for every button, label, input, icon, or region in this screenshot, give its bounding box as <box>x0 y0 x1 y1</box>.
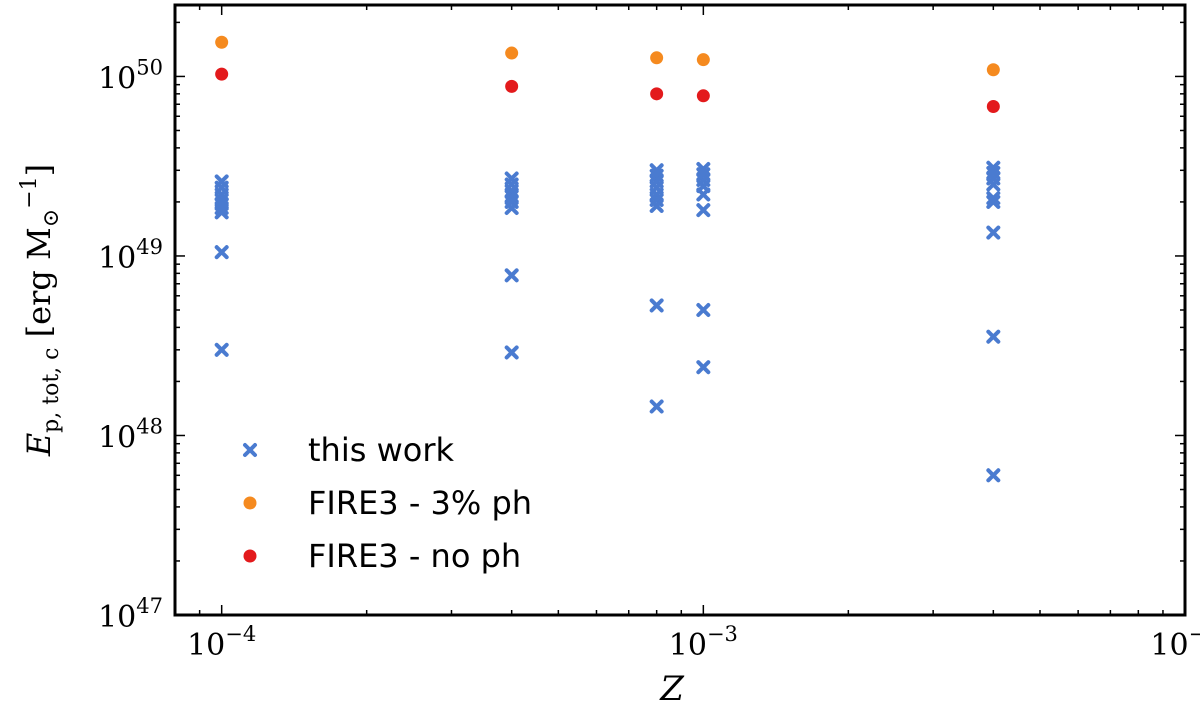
legend-marker <box>243 443 257 457</box>
this-work-point <box>214 245 229 260</box>
this-work-point <box>214 342 229 357</box>
y-label-unit-subscript: ⊙ <box>39 209 64 227</box>
y-tick-label: 1049 <box>98 235 163 276</box>
this-work-point <box>504 200 519 215</box>
axis-ticks <box>174 5 1186 616</box>
this-work-point <box>504 268 519 283</box>
this-work-point <box>696 303 711 317</box>
fire3-no-ph-point <box>650 87 664 101</box>
legend: this work FIRE3 - 3% ph FIRE3 - no ph <box>243 431 532 575</box>
legend-label: FIRE3 - no ph <box>308 537 521 575</box>
data-marks <box>214 35 1001 483</box>
this-work-point <box>986 329 1001 344</box>
legend-entry-this-work: this work <box>243 431 454 469</box>
y-tick-label: 1050 <box>98 55 163 96</box>
y-label-unit-close: ] <box>20 164 58 176</box>
y-label-subscript: p, tot, c <box>39 348 64 433</box>
fire3-3pct-ph-point <box>215 35 229 49</box>
this-work-point <box>986 194 1001 209</box>
this-work-point <box>649 399 664 414</box>
legend-marker <box>243 549 257 563</box>
this-work-point <box>986 225 1001 240</box>
legend-entry-fire3-no-ph: FIRE3 - no ph <box>243 537 521 575</box>
this-work-point <box>696 203 711 218</box>
this-work-point <box>986 177 1001 192</box>
this-work-point <box>986 468 1001 483</box>
fire3-no-ph-point <box>696 89 710 103</box>
y-tick-label: 1047 <box>98 594 163 635</box>
legend-entry-fire3-3pct-ph: FIRE3 - 3% ph <box>243 484 532 522</box>
legend-label: FIRE3 - 3% ph <box>308 484 532 522</box>
legend-marker <box>243 496 257 510</box>
y-label-unit: [erg M <box>20 227 58 347</box>
x-axis-label: Z <box>659 669 685 709</box>
fire3-3pct-ph-point <box>986 63 1000 77</box>
x-tick-label: 10−4 <box>187 622 256 663</box>
this-work-point <box>696 360 711 375</box>
tick-labels: 10−4 10−3 10−2 1047 1048 1049 1050 <box>98 55 1200 663</box>
x-tick-label: 10−3 <box>669 622 738 663</box>
x-tick-label: 10−2 <box>1150 622 1200 663</box>
fire3-no-ph-point <box>986 100 1000 114</box>
this-work-point <box>214 205 229 220</box>
y-axis-label: Ep, tot, c [erg M⊙−1] <box>17 164 64 457</box>
this-work-point <box>649 198 664 213</box>
this-work-point <box>986 191 1001 206</box>
fire3-3pct-ph-point <box>650 51 664 65</box>
fire3-no-ph-point <box>505 79 519 93</box>
y-tick-label: 1048 <box>98 414 163 455</box>
y-label-variable: E <box>20 433 58 457</box>
this-work-point <box>649 298 664 313</box>
this-work-point <box>696 187 711 202</box>
fire3-3pct-ph-point <box>505 46 519 60</box>
legend-label: this work <box>308 431 454 469</box>
y-label-unit-superscript: −1 <box>17 176 42 208</box>
fire3-no-ph-point <box>215 67 229 81</box>
fire3-3pct-ph-point <box>696 53 710 67</box>
svg-text:Ep, tot, c [erg M⊙−1]: Ep, tot, c [erg M⊙−1] <box>17 164 64 457</box>
this-work-point <box>504 345 519 360</box>
plot-area-frame <box>173 3 1187 617</box>
